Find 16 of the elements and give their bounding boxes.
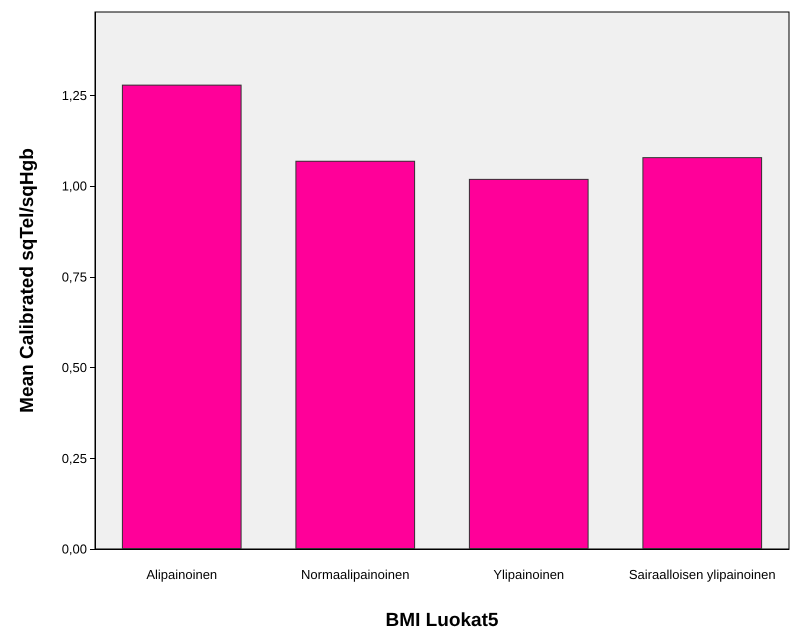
y-tick-label: 1,00 <box>62 178 87 194</box>
y-tick-label: 0,50 <box>62 360 87 376</box>
x-tick-label: Alipainoinen <box>146 567 218 582</box>
x-tick-label: Ylipainoinen <box>493 567 564 582</box>
x-tick-label: Sairaalloisen ylipainoinen <box>628 567 776 582</box>
y-tick-label: 0,00 <box>62 542 87 556</box>
y-tick-label: 0,25 <box>62 450 87 466</box>
x-tick-label: Normaalipainoinen <box>301 567 410 582</box>
y-tick-label: 0,75 <box>62 269 87 284</box>
bar <box>642 157 762 549</box>
bar <box>468 178 589 549</box>
bar <box>295 160 416 549</box>
bar <box>122 84 242 549</box>
y-axis-title: Mean Calibrated sqTel/sqHgb <box>17 148 38 413</box>
y-tick-label: 1,25 <box>62 88 87 103</box>
x-axis-title: BMI Luokat5 <box>386 610 499 631</box>
